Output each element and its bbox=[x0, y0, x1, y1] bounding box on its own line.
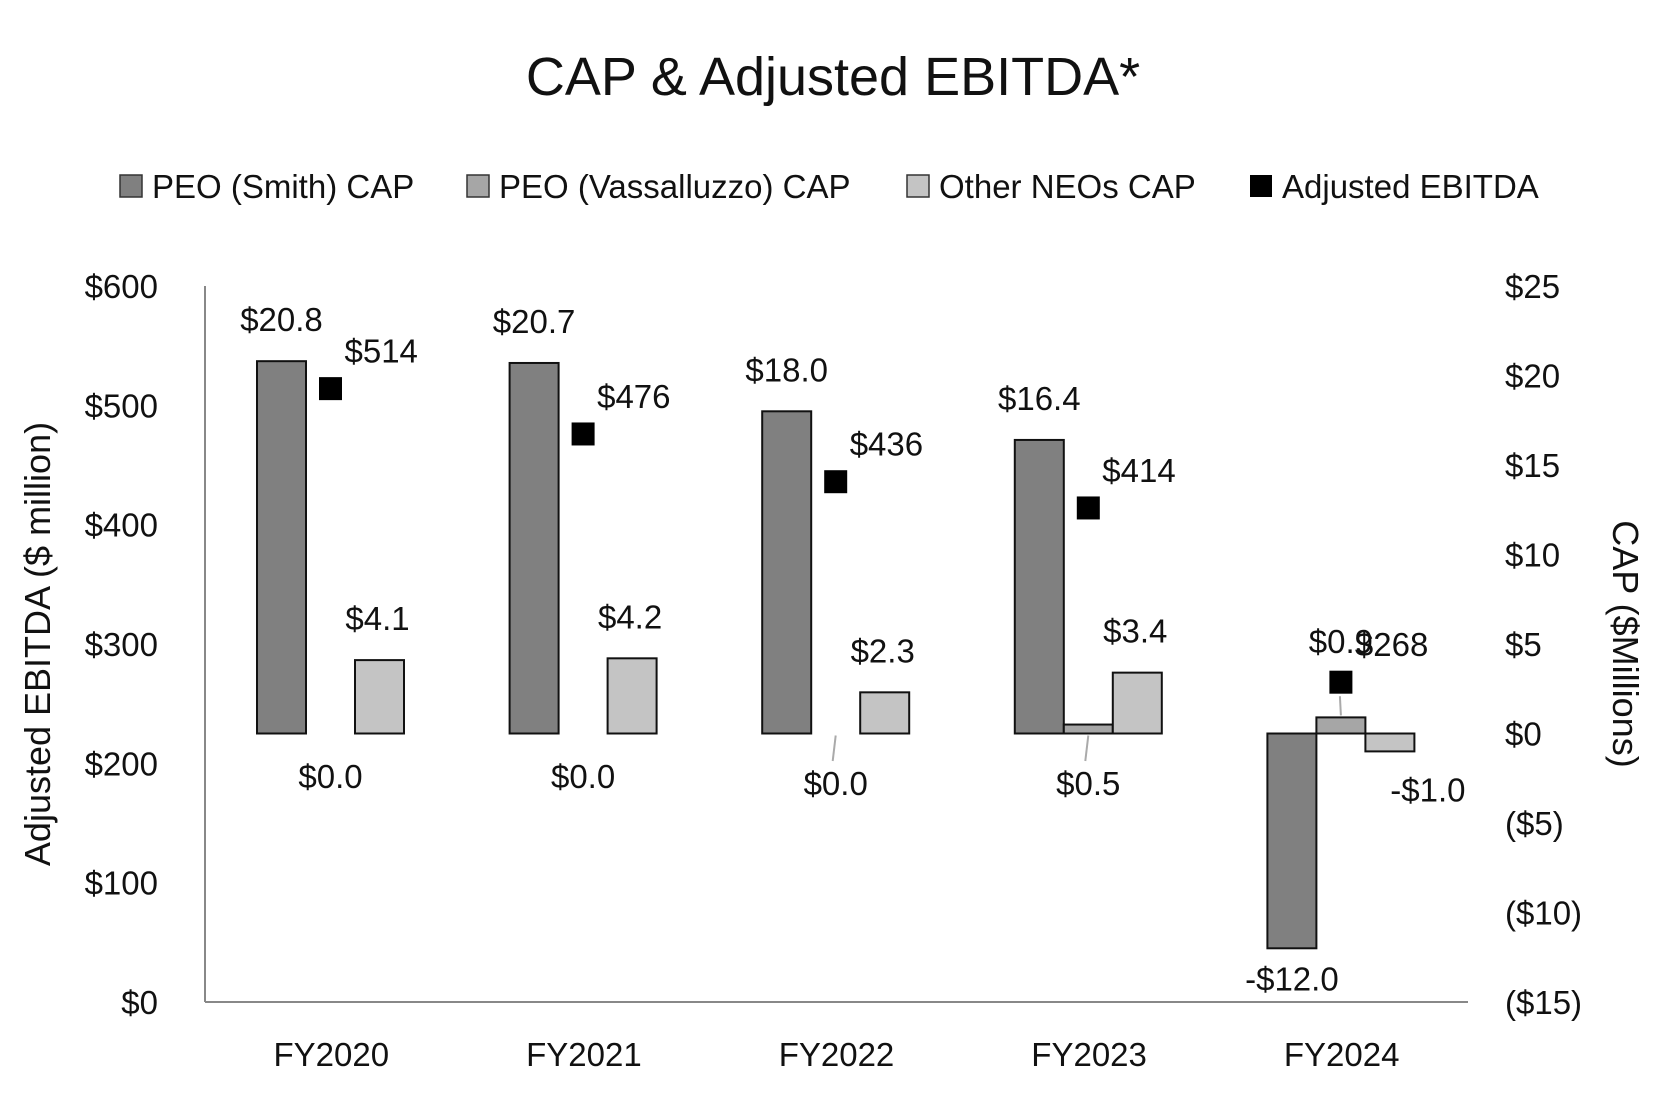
bar bbox=[1364, 732, 1416, 753]
ebitda-marker bbox=[824, 470, 848, 494]
right-tick-label: $0 bbox=[1505, 716, 1542, 753]
right-tick-label: $5 bbox=[1505, 626, 1542, 663]
legend-swatch bbox=[1250, 175, 1272, 197]
ebitda-marker bbox=[1329, 670, 1353, 694]
data-label-other: $4.1 bbox=[345, 600, 409, 637]
data-label-vassalluzzo: $0.9 bbox=[1309, 623, 1373, 660]
data-label-vassalluzzo: $0.0 bbox=[551, 758, 615, 795]
legend-swatch bbox=[119, 174, 143, 198]
data-label-other: $3.4 bbox=[1103, 613, 1167, 650]
data-label-other: $2.3 bbox=[851, 632, 915, 669]
legend: PEO (Smith) CAP PEO (Vassalluzzo) CAP Othe… bbox=[119, 168, 1539, 205]
left-tick-label: $0 bbox=[121, 984, 158, 1021]
left-tick-label: $300 bbox=[85, 626, 158, 663]
leader-line bbox=[1338, 696, 1342, 716]
bar bbox=[256, 360, 307, 735]
legend-entry: PEO (Smith) CAP bbox=[152, 168, 414, 205]
x-tick-label: FY2020 bbox=[274, 1036, 390, 1073]
bar bbox=[1315, 716, 1367, 735]
leader-line bbox=[831, 735, 837, 762]
leader-line bbox=[1084, 735, 1090, 762]
chart-title: CAP & Adjusted EBITDA* bbox=[526, 47, 1140, 107]
data-label-smith: $20.8 bbox=[240, 301, 323, 338]
left-tick-label: $600 bbox=[85, 268, 158, 305]
left-tick-label: $500 bbox=[85, 387, 158, 424]
legend-entry: PEO (Vassalluzzo) CAP bbox=[499, 168, 851, 205]
data-label-vassalluzzo: $0.0 bbox=[298, 758, 362, 795]
x-tick-label: FY2021 bbox=[526, 1036, 642, 1073]
left-tick-label: $100 bbox=[85, 865, 158, 902]
bar bbox=[1062, 723, 1114, 735]
x-tick-label: FY2023 bbox=[1031, 1036, 1147, 1073]
data-label-ebitda: $414 bbox=[1102, 452, 1175, 489]
ebitda-marker bbox=[319, 377, 342, 401]
legend-entry: Other NEOs CAP bbox=[939, 168, 1196, 205]
left-tick-label: $200 bbox=[85, 745, 158, 782]
data-labels: $514 $20.8 $4.1 $0.0 $476 $20.7 $4.2 $0.0 $436 $1… bbox=[240, 301, 1465, 997]
bar bbox=[859, 691, 911, 735]
data-label-vassalluzzo: $0.5 bbox=[1056, 765, 1120, 802]
data-label-vassalluzzo: $0.0 bbox=[804, 765, 868, 802]
right-tick-label: $20 bbox=[1505, 358, 1560, 395]
data-label-other: -$1.0 bbox=[1390, 771, 1465, 808]
legend-entry: Adjusted EBITDA bbox=[1282, 168, 1539, 205]
x-tick-label: FY2022 bbox=[779, 1036, 895, 1073]
bar bbox=[1013, 438, 1065, 735]
bar bbox=[354, 659, 405, 735]
left-axis-label: Adjusted EBITDA ($ million) bbox=[17, 422, 58, 866]
ebitda-marker bbox=[1076, 496, 1100, 520]
axes: $0 $100 $200 $300 $400 $500 $600 ($15) ($10) ($5)… bbox=[17, 268, 1646, 1073]
data-label-ebitda: $476 bbox=[597, 378, 670, 415]
right-tick-label: $10 bbox=[1505, 537, 1560, 574]
data-label-smith: $18.0 bbox=[745, 351, 828, 388]
data-label-ebitda: $436 bbox=[850, 426, 923, 463]
data-label-other: $4.2 bbox=[598, 598, 662, 635]
right-tick-label: ($5) bbox=[1505, 805, 1564, 842]
right-axis-label: CAP ($Millions) bbox=[1605, 520, 1646, 767]
left-tick-label: $400 bbox=[85, 507, 158, 544]
bars bbox=[256, 360, 1416, 950]
data-label-ebitda: $514 bbox=[345, 333, 418, 370]
right-tick-label: ($10) bbox=[1505, 895, 1582, 932]
bar bbox=[508, 361, 560, 735]
data-label-smith: $20.7 bbox=[493, 303, 576, 340]
ebitda-marker bbox=[571, 422, 595, 446]
data-label-smith: -$12.0 bbox=[1245, 960, 1339, 997]
right-tick-label: ($15) bbox=[1505, 984, 1582, 1021]
right-tick-label: $25 bbox=[1505, 268, 1560, 305]
legend-swatch bbox=[906, 174, 930, 198]
bar bbox=[1111, 671, 1163, 735]
bar bbox=[761, 410, 813, 735]
right-tick-label: $15 bbox=[1505, 447, 1560, 484]
bar bbox=[606, 657, 658, 735]
data-label-smith: $16.4 bbox=[998, 380, 1081, 417]
x-tick-label: FY2024 bbox=[1284, 1036, 1400, 1073]
bar bbox=[1266, 732, 1318, 950]
markers bbox=[319, 377, 1353, 694]
legend-swatch bbox=[466, 174, 490, 198]
data-label-ebitda: $268 bbox=[1355, 626, 1428, 663]
